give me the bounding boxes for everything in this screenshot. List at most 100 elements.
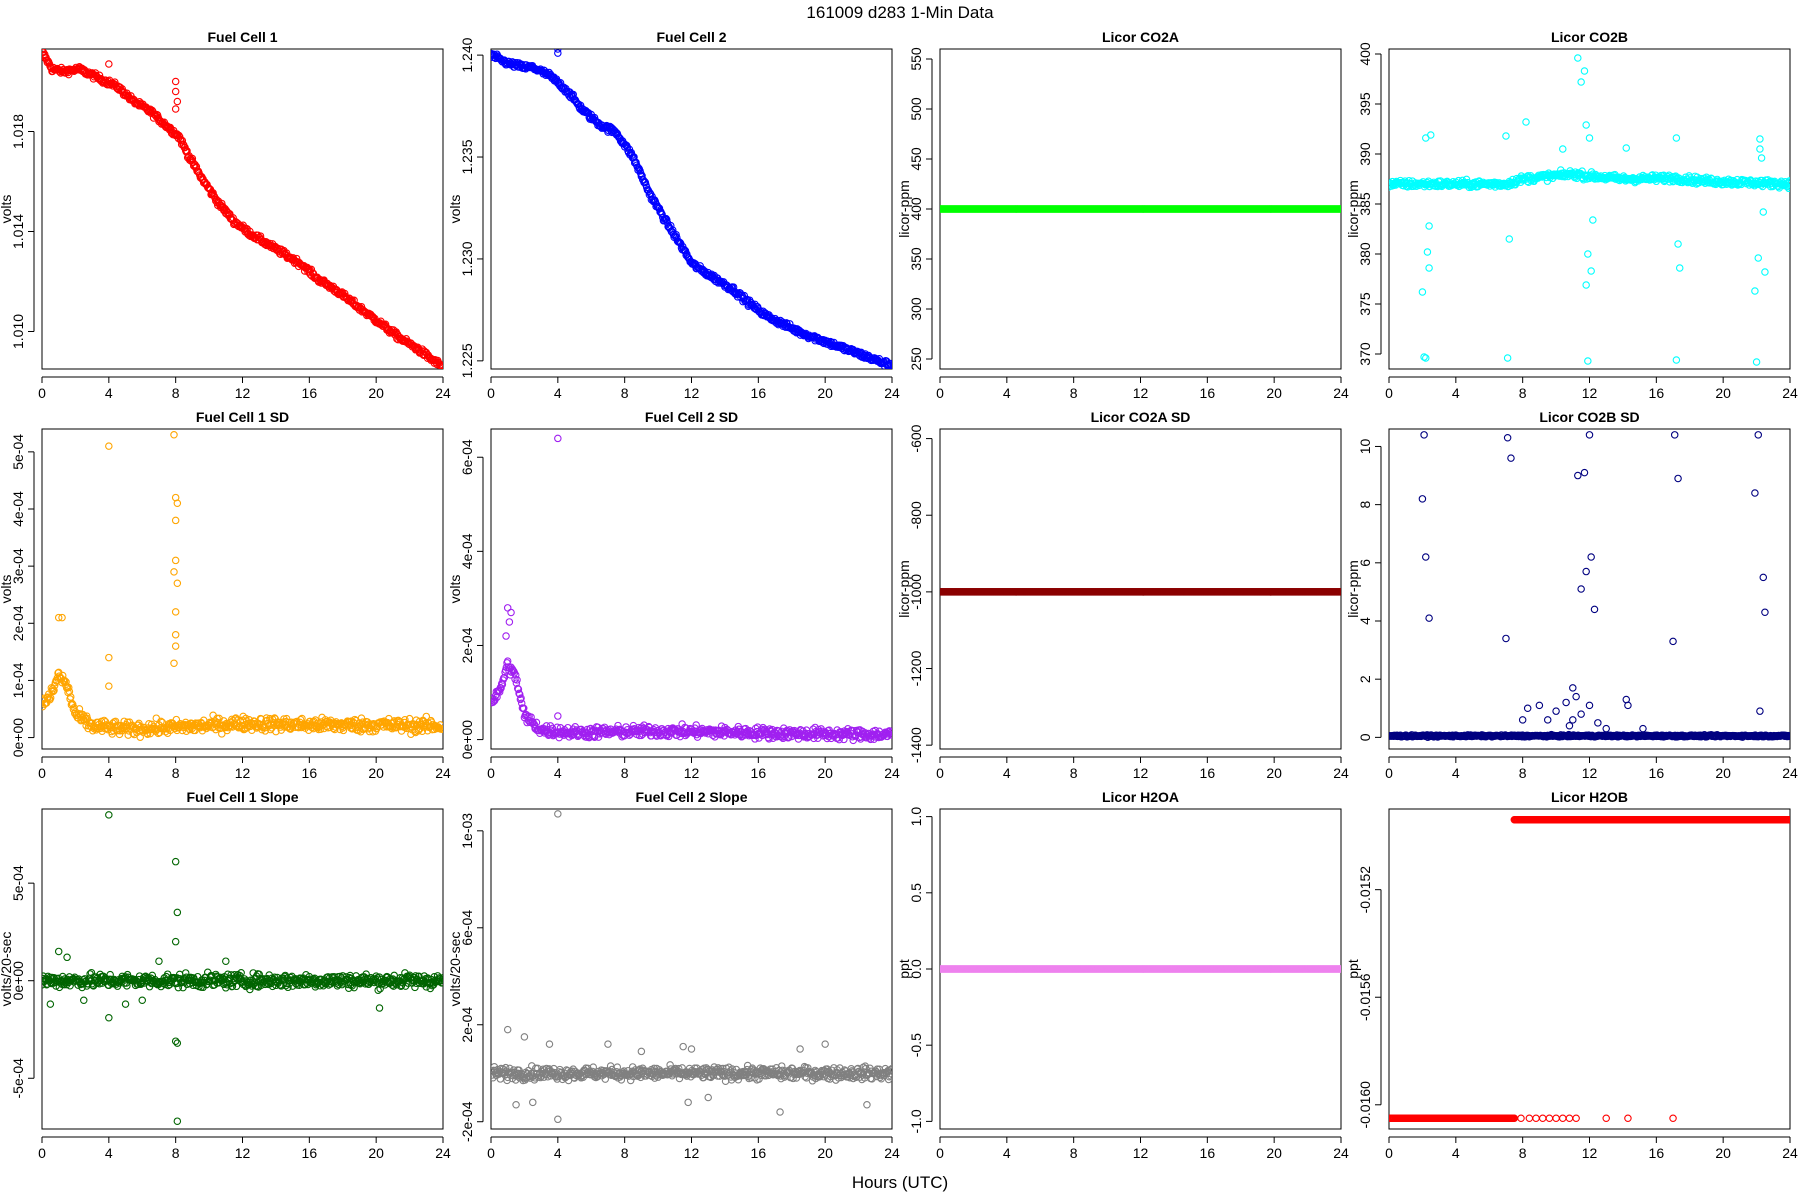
outlier-point	[105, 60, 113, 68]
y-tick-label: 1.014	[10, 214, 26, 249]
data-point	[46, 694, 55, 702]
data-point	[497, 684, 505, 693]
panel-title: Licor CO2A	[1102, 29, 1179, 45]
data-points	[940, 205, 1341, 213]
data-point	[44, 693, 52, 702]
outlier-point	[1423, 248, 1432, 256]
outlier-point	[105, 442, 113, 450]
x-tick-label: 12	[684, 765, 700, 781]
x-tick-label: 8	[1070, 765, 1078, 781]
outlier-point	[1559, 145, 1567, 153]
data-point	[439, 362, 443, 369]
outlier-point	[554, 49, 562, 57]
data-point	[504, 663, 513, 671]
data-point	[886, 727, 892, 736]
panel-title: Fuel Cell 1 SD	[196, 409, 289, 425]
x-tick-label: 16	[1649, 765, 1665, 781]
y-tick-label: 2e-04	[459, 627, 475, 663]
x-tick-label: 16	[1200, 385, 1216, 401]
outlier-point	[1675, 264, 1684, 272]
data-point	[532, 718, 541, 727]
data-point	[511, 671, 520, 679]
data-point	[513, 676, 521, 684]
outlier-point	[171, 105, 180, 113]
outlier-point	[1580, 67, 1589, 75]
x-tick-label: 24	[435, 385, 451, 401]
y-tick-label: 395	[1357, 92, 1373, 116]
outlier-point	[1503, 354, 1512, 362]
data-point	[218, 199, 226, 208]
data-points	[940, 588, 1341, 596]
y-tick-label: 375	[1357, 292, 1373, 316]
data-point	[224, 208, 232, 217]
x-tick-label: 12	[1582, 385, 1598, 401]
figure-title: 161009 d283 1-Min Data	[806, 3, 994, 22]
x-tick-label: 20	[1266, 765, 1282, 781]
plot-frame	[1388, 428, 1791, 750]
data-point	[514, 685, 523, 694]
outlier-point	[1584, 250, 1592, 258]
x-tick-label: 4	[1003, 765, 1011, 781]
x-tick-label: 8	[1519, 385, 1527, 401]
outlier-point	[170, 568, 178, 576]
y-tick-label: 4e-04	[459, 533, 475, 569]
data-point	[1337, 205, 1341, 213]
outlier-point	[173, 579, 182, 588]
y-axis-label: volts	[447, 195, 463, 224]
x-tick-label: 4	[554, 385, 562, 401]
data-point	[517, 699, 526, 707]
y-tick-label: 4	[1357, 617, 1373, 625]
y-tick-label: -600	[908, 424, 924, 452]
outlier-point	[1422, 134, 1430, 142]
data-points	[491, 49, 892, 369]
data-point	[438, 361, 443, 369]
outlier-point	[54, 613, 63, 622]
data-point	[888, 731, 892, 739]
y-tick-label: 450	[908, 147, 924, 171]
y-tick-label: -1400	[908, 727, 924, 763]
outlier-point	[1754, 254, 1763, 262]
y-tick-label: 4e-04	[10, 491, 26, 527]
x-tick-label: 20	[368, 765, 384, 781]
y-axis-label: licor-ppm	[1345, 180, 1361, 238]
y-tick-label: 6	[1357, 559, 1373, 567]
outlier-point	[1425, 264, 1433, 272]
outlier-point	[58, 613, 66, 622]
x-tick-label: 8	[172, 385, 180, 401]
outlier-point	[502, 632, 510, 640]
x-tick-label: 4	[105, 385, 113, 401]
data-points	[1389, 431, 1790, 741]
y-tick-label: 550	[908, 47, 924, 71]
data-point	[623, 143, 632, 151]
data-point	[50, 686, 58, 695]
outlier-point	[1672, 356, 1681, 364]
data-points	[1389, 54, 1790, 366]
x-tick-label: 20	[1715, 385, 1731, 401]
outlier-point	[554, 49, 562, 53]
y-tick-label: 5e-04	[10, 434, 26, 470]
data-point	[886, 359, 892, 368]
data-point	[638, 172, 646, 180]
data-point	[274, 719, 283, 727]
data-point	[65, 687, 74, 696]
outlier-point	[171, 642, 180, 650]
x-tick-label: 4	[1003, 385, 1011, 401]
x-tick-label: 0	[936, 385, 944, 401]
data-point	[753, 723, 762, 731]
data-point	[663, 215, 671, 224]
x-tick-label: 0	[1385, 765, 1393, 781]
data-point	[1785, 177, 1790, 185]
y-tick-label: 0e+00	[10, 718, 26, 758]
x-tick-label: 8	[1519, 765, 1527, 781]
x-tick-label: 12	[1582, 765, 1598, 781]
panel-title: Licor CO2B	[1551, 29, 1628, 45]
outlier-point	[105, 653, 113, 662]
x-tick-label: 20	[817, 385, 833, 401]
data-point	[527, 713, 535, 721]
